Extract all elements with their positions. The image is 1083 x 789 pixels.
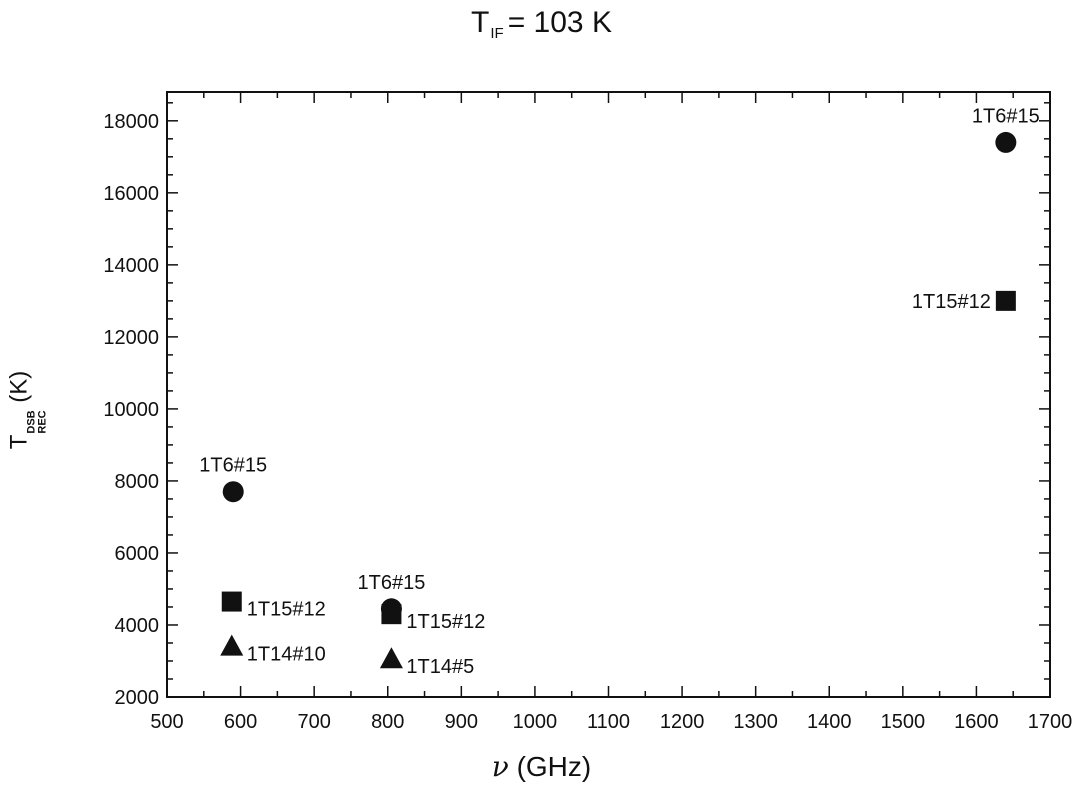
title-subscript: IF (490, 25, 504, 42)
chart-title: TIF = 103 K (0, 6, 1083, 42)
y-tick-label: 4000 (115, 615, 160, 637)
marker-square (221, 591, 242, 612)
point-label: 1T15#12 (406, 611, 485, 633)
marker-circle (995, 131, 1017, 153)
marker-triangle (220, 634, 244, 656)
y-axis-unit: (K) (5, 370, 33, 403)
point-label: 1T14#5 (406, 656, 474, 678)
y-tick-label: 6000 (115, 543, 160, 565)
y-axis-label: T DSB REC (K) (6, 371, 49, 450)
title-value: = 103 K (507, 6, 612, 39)
point-label: 1T6#15 (358, 572, 426, 594)
x-tick-label: 800 (371, 711, 404, 733)
point-label: 1T14#10 (247, 644, 326, 666)
x-tick-label: 500 (150, 711, 183, 733)
x-tick-label: 1300 (733, 711, 778, 733)
y-axis-subscript: REC (36, 410, 49, 434)
x-tick-label: 1100 (587, 711, 630, 733)
marker-square (995, 290, 1016, 311)
title-symbol: T (471, 6, 490, 39)
y-tick-label: 18000 (103, 111, 159, 133)
x-tick-label: 1500 (881, 711, 926, 733)
y-tick-label: 2000 (115, 687, 160, 709)
x-axis-unit: (GHz) (516, 751, 592, 782)
y-tick-label: 16000 (103, 183, 159, 205)
x-tick-label: 700 (297, 711, 330, 733)
point-label: 1T15#12 (247, 599, 326, 621)
point-label: 1T6#15 (199, 455, 267, 477)
y-tick-label: 12000 (103, 327, 159, 349)
point-label: 1T15#12 (912, 291, 991, 313)
x-tick-label: 1200 (660, 711, 705, 733)
x-tick-label: 600 (224, 711, 257, 733)
y-tick-label: 8000 (115, 471, 160, 493)
marker-square (381, 604, 402, 625)
y-axis-symbol: T (5, 434, 33, 450)
point-label: 1T6#15 (972, 105, 1040, 127)
x-axis-label: ν (GHz) (0, 750, 1083, 783)
marker-circle (222, 481, 244, 503)
x-tick-label: 1000 (513, 711, 558, 733)
x-tick-label: 1700 (1028, 711, 1073, 733)
x-tick-label: 1400 (807, 711, 852, 733)
x-tick-label: 900 (445, 711, 478, 733)
y-tick-label: 10000 (103, 399, 159, 421)
x-axis-symbol: ν (491, 750, 509, 783)
y-tick-label: 14000 (103, 255, 159, 277)
x-tick-label: 1600 (954, 711, 999, 733)
marker-triangle (379, 647, 403, 669)
